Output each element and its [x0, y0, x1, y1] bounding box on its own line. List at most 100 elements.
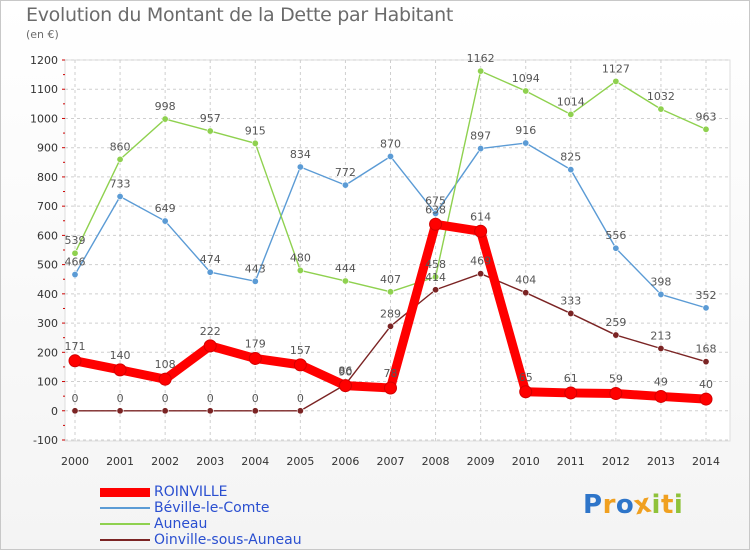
data-label: 179: [245, 337, 266, 350]
data-point: [702, 358, 710, 366]
data-label: 614: [470, 210, 491, 223]
data-label: 407: [380, 273, 401, 286]
data-point: [161, 217, 169, 225]
data-point: [612, 331, 620, 339]
data-label: 1094: [512, 72, 540, 85]
data-point: [206, 127, 214, 135]
data-point: [519, 385, 533, 399]
x-tick-label: 2011: [557, 455, 585, 468]
data-label: 108: [155, 358, 176, 371]
chart-title: Evolution du Montant de la Dette par Hab…: [26, 4, 454, 26]
data-point: [522, 87, 530, 95]
data-point: [248, 351, 262, 365]
data-label: 480: [290, 251, 311, 264]
legend-item-oinville: Oinville-sous-Auneau: [100, 532, 302, 548]
data-label: 168: [696, 343, 717, 356]
data-label: 61: [564, 372, 578, 385]
data-label: 398: [650, 275, 671, 288]
logo-letter: P: [583, 490, 603, 520]
data-point: [657, 290, 665, 298]
y-tick-label: 1100: [30, 83, 58, 96]
data-label: 352: [696, 289, 717, 302]
data-label: 443: [245, 262, 266, 275]
data-label: 556: [605, 229, 626, 242]
data-label: 0: [72, 392, 79, 405]
x-tick-label: 2007: [377, 455, 405, 468]
data-point: [567, 110, 575, 118]
data-label: 897: [470, 130, 491, 143]
data-label: 1162: [467, 52, 495, 65]
data-point: [158, 372, 172, 386]
x-tick-label: 2014: [692, 455, 720, 468]
x-tick-label: 2009: [467, 455, 495, 468]
data-point: [522, 139, 530, 147]
grid: [65, 59, 730, 441]
legend-label: Auneau: [154, 516, 208, 532]
data-point: [609, 387, 623, 401]
logo-letter: r: [602, 490, 616, 520]
data-label: 733: [110, 178, 131, 191]
y-tick-label: 800: [37, 171, 58, 184]
data-label: 49: [654, 375, 668, 388]
data-point: [432, 209, 440, 217]
data-point: [657, 105, 665, 113]
logo-letter: i: [651, 490, 661, 520]
data-point: [341, 181, 349, 189]
data-label: 915: [245, 124, 266, 137]
data-label: 772: [335, 166, 356, 179]
data-point: [702, 125, 710, 133]
data-label: 957: [200, 112, 221, 125]
y-tick-label: 100: [37, 376, 58, 389]
data-point: [564, 386, 578, 400]
data-label: 860: [110, 140, 131, 153]
legend-item-roinville: ROINVILLE: [100, 484, 302, 500]
data-point: [338, 379, 352, 393]
legend-label: Béville-le-Comte: [154, 500, 270, 516]
data-label: 1014: [557, 95, 585, 108]
data-point: [116, 407, 124, 415]
data-point: [477, 67, 485, 75]
y-tick-label: 500: [37, 259, 58, 272]
data-label: 0: [207, 392, 214, 405]
data-label: 140: [110, 349, 131, 362]
proxiti-logo: Proxiti: [583, 489, 683, 522]
data-label: 998: [155, 100, 176, 113]
data-label: 40: [699, 378, 713, 391]
data-label: 474: [200, 253, 221, 266]
x-tick-label: 2013: [647, 455, 675, 468]
data-label: 222: [200, 325, 221, 338]
data-point: [384, 381, 397, 395]
data-label: 458: [425, 258, 446, 271]
data-label: 65: [519, 371, 533, 384]
y-tick-label: -100: [33, 434, 58, 447]
x-tick-label: 2001: [106, 455, 134, 468]
data-label: 675: [425, 194, 446, 207]
data-point: [161, 115, 169, 123]
logo-letter: t: [660, 490, 674, 520]
data-point: [657, 345, 665, 353]
data-label: 649: [155, 202, 176, 215]
data-point: [68, 354, 82, 368]
data-point: [522, 289, 530, 297]
y-tick-label: 700: [37, 200, 58, 213]
data-label: 289: [380, 307, 401, 320]
data-point: [699, 392, 713, 406]
legend-swatch: [100, 507, 150, 509]
data-point: [116, 155, 124, 163]
y-tick-label: 400: [37, 288, 58, 301]
data-point: [432, 286, 440, 294]
data-point: [567, 166, 575, 174]
data-label: 157: [290, 344, 311, 357]
data-point: [386, 288, 394, 296]
data-point: [474, 224, 488, 238]
data-label: 444: [335, 262, 356, 275]
data-label: 1127: [602, 62, 630, 75]
data-point: [654, 389, 668, 403]
data-point: [251, 277, 259, 285]
data-labels: 466 733 649 474 443 834 772 870 675 897 916 825 556 3…: [65, 52, 717, 405]
data-point: [296, 163, 304, 171]
data-label: 963: [696, 110, 717, 123]
x-tick-label: 2012: [602, 455, 630, 468]
y-tick-label: 600: [37, 229, 58, 242]
data-point: [71, 249, 79, 257]
